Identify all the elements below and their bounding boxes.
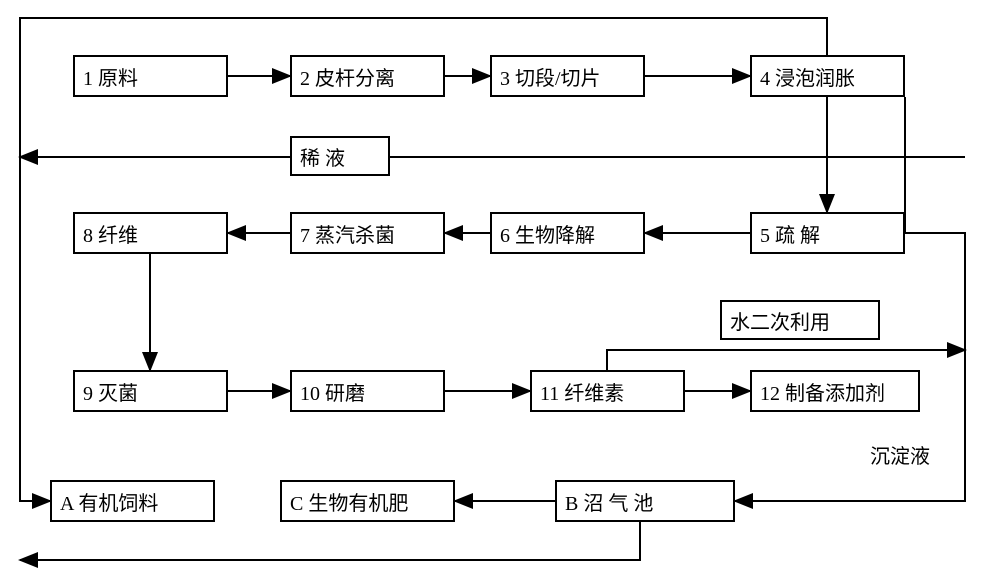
node-A: A 有机饲料 xyxy=(50,480,215,522)
node-B: B 沼 气 池 xyxy=(555,480,735,522)
node-n8: 8 纤维 xyxy=(73,212,228,254)
node-n7: 7 蒸汽杀菌 xyxy=(290,212,445,254)
node-n12: 12 制备添加剂 xyxy=(750,370,920,412)
node-lbl_water: 水二次利用 xyxy=(720,300,880,340)
node-n1: 1 原料 xyxy=(73,55,228,97)
node-n2: 2 皮杆分离 xyxy=(290,55,445,97)
node-n4: 4 浸泡润胀 xyxy=(750,55,905,97)
node-n3: 3 切段/切片 xyxy=(490,55,645,97)
node-n9: 9 灭菌 xyxy=(73,370,228,412)
node-n5: 5 疏 解 xyxy=(750,212,905,254)
node-n11: 11 纤维素 xyxy=(530,370,685,412)
node-n10: 10 研磨 xyxy=(290,370,445,412)
node-C: C 生物有机肥 xyxy=(280,480,455,522)
node-lbl_thin: 稀 液 xyxy=(290,136,390,176)
arrow-17 xyxy=(607,350,965,370)
arrow-19 xyxy=(20,522,640,560)
node-n6: 6 生物降解 xyxy=(490,212,645,254)
label-sed: 沉淀液 xyxy=(870,440,930,469)
